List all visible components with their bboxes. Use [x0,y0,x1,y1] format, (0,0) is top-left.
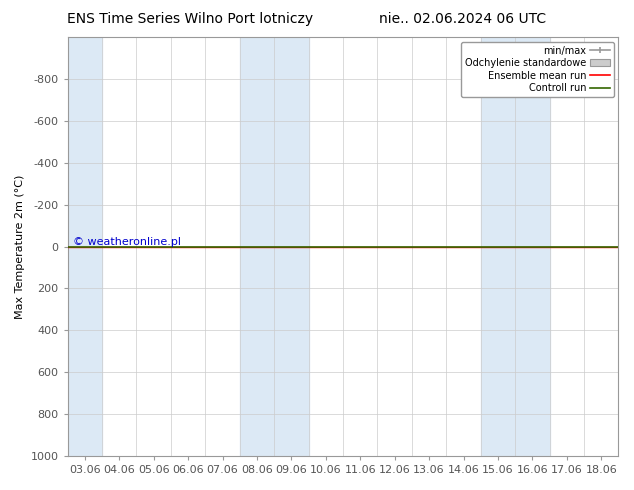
Bar [481,37,515,456]
Y-axis label: Max Temperature 2m (°C): Max Temperature 2m (°C) [15,174,25,318]
Bar [515,37,550,456]
Bar [274,37,309,456]
Text: © weatheronline.pl: © weatheronline.pl [73,237,181,246]
Bar [240,37,274,456]
Legend: min/max, Odchylenie standardowe, Ensemble mean run, Controll run: min/max, Odchylenie standardowe, Ensembl… [462,42,614,97]
Text: nie.. 02.06.2024 06 UTC: nie.. 02.06.2024 06 UTC [379,12,547,26]
Text: ENS Time Series Wilno Port lotniczy: ENS Time Series Wilno Port lotniczy [67,12,313,26]
Bar [68,37,102,456]
